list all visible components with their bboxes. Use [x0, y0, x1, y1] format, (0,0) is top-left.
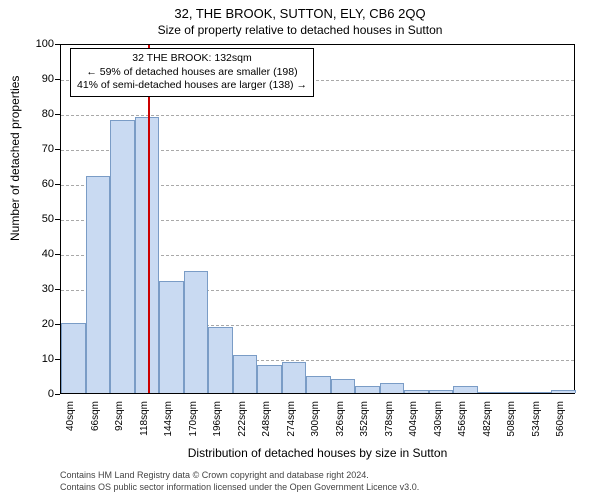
histogram-bar [502, 392, 527, 393]
histogram-bar [380, 383, 405, 394]
y-tick-label: 60 [30, 178, 54, 190]
x-tick-label: 118sqm [139, 401, 150, 446]
histogram-bar [453, 386, 478, 393]
x-tick-label: 66sqm [90, 401, 101, 446]
x-tick-label: 248sqm [261, 401, 272, 446]
histogram-bar [110, 120, 135, 393]
histogram-bar [478, 392, 503, 393]
annotation-line-3: 41% of semi-detached houses are larger (… [77, 79, 307, 93]
histogram-bar [159, 281, 184, 393]
y-tick-label: 40 [30, 248, 54, 260]
y-tick-label: 50 [30, 213, 54, 225]
histogram-bar [429, 390, 454, 394]
x-tick-label: 352sqm [359, 401, 370, 446]
x-tick-label: 482sqm [482, 401, 493, 446]
x-tick-label: 300sqm [310, 401, 321, 446]
y-tick-mark [55, 289, 60, 290]
histogram-bar [331, 379, 356, 393]
y-tick-mark [55, 149, 60, 150]
annotation-line-2: ← 59% of detached houses are smaller (19… [77, 66, 307, 80]
y-tick-mark [55, 44, 60, 45]
marker-line [148, 45, 150, 393]
y-tick-label: 100 [30, 38, 54, 50]
y-tick-mark [55, 114, 60, 115]
y-tick-label: 70 [30, 143, 54, 155]
histogram-bar [527, 392, 552, 393]
histogram-bar [86, 176, 111, 393]
x-tick-label: 534sqm [531, 401, 542, 446]
x-tick-label: 274sqm [286, 401, 297, 446]
y-tick-mark [55, 324, 60, 325]
footer-line-1: Contains HM Land Registry data © Crown c… [60, 470, 369, 480]
y-tick-label: 20 [30, 318, 54, 330]
histogram-bar [551, 390, 576, 394]
y-tick-mark [55, 254, 60, 255]
x-tick-label: 508sqm [506, 401, 517, 446]
y-tick-mark [55, 394, 60, 395]
x-axis-label: Distribution of detached houses by size … [60, 446, 575, 460]
histogram-bar [61, 323, 86, 393]
histogram-bar [233, 355, 258, 394]
x-tick-label: 430sqm [433, 401, 444, 446]
x-tick-label: 222sqm [237, 401, 248, 446]
x-tick-label: 404sqm [408, 401, 419, 446]
annotation-box: 32 THE BROOK: 132sqm← 59% of detached ho… [70, 48, 314, 97]
x-tick-label: 378sqm [384, 401, 395, 446]
histogram-bar [257, 365, 282, 393]
x-tick-label: 456sqm [457, 401, 468, 446]
y-tick-label: 10 [30, 353, 54, 365]
y-tick-mark [55, 359, 60, 360]
chart-subtitle: Size of property relative to detached ho… [0, 21, 600, 37]
y-tick-mark [55, 219, 60, 220]
histogram-bar [208, 327, 233, 394]
x-tick-label: 40sqm [65, 401, 76, 446]
x-tick-label: 170sqm [188, 401, 199, 446]
y-tick-label: 90 [30, 73, 54, 85]
histogram-bar [184, 271, 209, 394]
y-tick-mark [55, 184, 60, 185]
histogram-bar [282, 362, 307, 394]
histogram-bar [306, 376, 331, 394]
x-tick-label: 560sqm [555, 401, 566, 446]
x-tick-label: 196sqm [212, 401, 223, 446]
annotation-line-1: 32 THE BROOK: 132sqm [77, 52, 307, 66]
x-tick-label: 144sqm [163, 401, 174, 446]
y-axis-label: Number of detached properties [8, 211, 22, 241]
y-tick-label: 0 [30, 388, 54, 400]
y-tick-label: 30 [30, 283, 54, 295]
x-tick-label: 326sqm [335, 401, 346, 446]
footer-line-2: Contains OS public sector information li… [60, 482, 419, 492]
histogram-bar [355, 386, 380, 393]
chart-container: 32, THE BROOK, SUTTON, ELY, CB6 2QQ Size… [0, 0, 600, 500]
y-tick-mark [55, 79, 60, 80]
chart-title: 32, THE BROOK, SUTTON, ELY, CB6 2QQ [0, 0, 600, 21]
x-tick-label: 92sqm [114, 401, 125, 446]
y-tick-label: 80 [30, 108, 54, 120]
histogram-bar [404, 390, 429, 394]
